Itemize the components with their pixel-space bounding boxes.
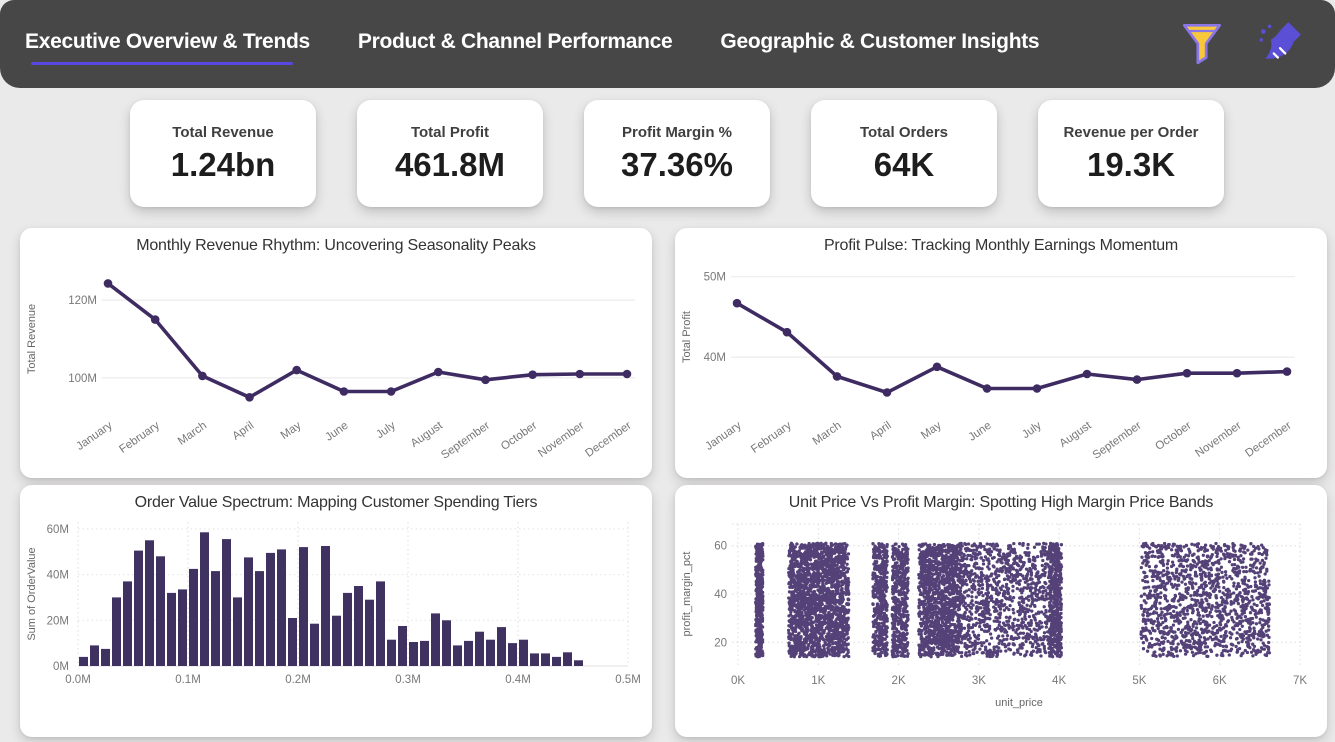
kpi-card-total-orders: Total Orders 64K — [811, 100, 997, 207]
svg-text:50M: 50M — [704, 272, 726, 284]
svg-text:February: February — [117, 419, 162, 455]
nav-tabs: Executive Overview & Trends Product & Ch… — [0, 24, 1040, 65]
kpi-label: Revenue per Order — [1063, 123, 1199, 141]
svg-text:1K: 1K — [811, 675, 825, 687]
kpi-value: 37.36% — [621, 145, 733, 183]
svg-text:November: November — [536, 420, 586, 460]
kpi-label: Profit Margin % — [621, 123, 732, 141]
svg-text:May: May — [919, 419, 944, 441]
kpi-label: Total Orders — [859, 123, 949, 141]
svg-text:September: September — [1091, 420, 1144, 462]
profit-line-chart[interactable]: 40M 50M Total Profit January February March Ap… — [675, 257, 1327, 469]
svg-text:5K: 5K — [1132, 675, 1146, 687]
tab-label: Geographic & Customer Insights — [720, 29, 1040, 53]
chart-card-unit-price-margin: Unit Price Vs Profit Margin: Spotting Hi… — [675, 485, 1327, 737]
tab-label: Executive Overview & Trends — [25, 29, 310, 53]
svg-text:Sum of OrderValue: Sum of OrderValue — [26, 547, 38, 640]
kpi-value: 461.8M — [394, 145, 506, 183]
svg-text:December: December — [1243, 420, 1293, 460]
svg-text:20: 20 — [714, 637, 727, 649]
chart-card-profit-pulse: Profit Pulse: Tracking Monthly Earnings … — [675, 228, 1327, 478]
svg-text:40M: 40M — [47, 570, 69, 582]
svg-text:February: February — [749, 419, 794, 455]
svg-text:unit_price: unit_price — [995, 697, 1043, 709]
header-icons — [1177, 18, 1305, 68]
chart-card-order-value-spectrum: Order Value Spectrum: Mapping Customer S… — [20, 485, 652, 737]
svg-text:20M: 20M — [47, 615, 69, 627]
chart-card-monthly-revenue: Monthly Revenue Rhythm: Uncovering Seaso… — [20, 228, 652, 478]
svg-text:December: December — [583, 420, 633, 460]
kpi-row: Total Revenue 1.24bn Total Profit 461.8M… — [130, 100, 1224, 207]
svg-text:January: January — [74, 419, 115, 452]
svg-text:0.3M: 0.3M — [395, 674, 421, 686]
filter-funnel-icon[interactable] — [1177, 18, 1227, 68]
top-nav-bar: Executive Overview & Trends Product & Ch… — [0, 0, 1335, 88]
kpi-value: 1.24bn — [170, 145, 276, 183]
svg-text:November: November — [1193, 420, 1243, 460]
svg-text:August: August — [1058, 419, 1095, 450]
svg-text:September: September — [439, 420, 492, 462]
svg-text:0M: 0M — [53, 661, 69, 673]
svg-text:October: October — [499, 420, 540, 453]
svg-text:0.5M: 0.5M — [615, 674, 641, 686]
svg-text:July: July — [1020, 419, 1044, 441]
svg-text:October: October — [1153, 420, 1194, 453]
order-value-histogram[interactable]: 0.0M 0.1M 0.2M 0.3M 0.4M 0.5M 0M 20M 40M 60M Sum o… — [20, 514, 652, 728]
svg-text:0.1M: 0.1M — [175, 674, 201, 686]
svg-text:May: May — [279, 419, 304, 441]
svg-text:0K: 0K — [731, 675, 745, 687]
svg-text:Total Profit: Total Profit — [681, 311, 693, 363]
svg-text:60: 60 — [714, 541, 727, 553]
chart-title: Monthly Revenue Rhythm: Uncovering Seaso… — [136, 237, 536, 254]
svg-text:120M: 120M — [68, 295, 97, 307]
kpi-value: 64K — [873, 145, 935, 183]
svg-text:0.2M: 0.2M — [285, 674, 311, 686]
chart-title: Unit Price Vs Profit Margin: Spotting Hi… — [788, 494, 1214, 511]
kpi-card-revenue-per-order: Revenue per Order 19.3K — [1038, 100, 1224, 207]
svg-text:March: March — [811, 420, 844, 448]
clear-filters-broom-icon[interactable] — [1255, 18, 1305, 68]
kpi-card-total-revenue: Total Revenue 1.24bn — [130, 100, 316, 207]
svg-text:40M: 40M — [704, 352, 726, 364]
svg-text:July: July — [374, 419, 398, 441]
tab-geographic-customer[interactable]: Geographic & Customer Insights — [720, 24, 1039, 65]
svg-text:August: August — [409, 419, 446, 450]
kpi-label: Total Revenue — [172, 123, 274, 141]
svg-text:6K: 6K — [1213, 675, 1227, 687]
svg-text:January: January — [703, 419, 744, 452]
tab-executive-overview[interactable]: Executive Overview & Trends — [25, 24, 310, 65]
price-margin-scatter[interactable]: 0K 1K 2K 3K 4K 5K 6K 7K 20 40 60 profit_margin_pctu… — [675, 514, 1327, 728]
svg-text:March: March — [176, 420, 209, 448]
chart-title: Order Value Spectrum: Mapping Customer S… — [134, 494, 538, 511]
svg-text:April: April — [868, 420, 894, 443]
revenue-line-chart[interactable]: 100M 120M Total Revenue January February Marc… — [20, 257, 652, 469]
svg-text:0.0M: 0.0M — [65, 674, 91, 686]
kpi-value: 19.3K — [1086, 145, 1176, 183]
svg-text:Total Revenue: Total Revenue — [26, 304, 38, 374]
svg-text:0.4M: 0.4M — [505, 674, 531, 686]
kpi-card-total-profit: Total Profit 461.8M — [357, 100, 543, 207]
svg-text:June: June — [323, 420, 350, 444]
svg-text:profit_margin_pct: profit_margin_pct — [681, 552, 693, 637]
svg-text:June: June — [966, 420, 993, 444]
svg-text:4K: 4K — [1052, 675, 1066, 687]
tab-product-channel[interactable]: Product & Channel Performance — [358, 24, 673, 65]
kpi-label: Total Profit — [410, 123, 490, 141]
chart-title: Profit Pulse: Tracking Monthly Earnings … — [823, 237, 1179, 254]
tab-label: Product & Channel Performance — [357, 29, 673, 53]
svg-text:3K: 3K — [972, 675, 986, 687]
svg-text:7K: 7K — [1293, 675, 1307, 687]
svg-text:60M: 60M — [47, 524, 69, 536]
svg-text:2K: 2K — [892, 675, 906, 687]
kpi-card-profit-margin: Profit Margin % 37.36% — [584, 100, 770, 207]
svg-text:40: 40 — [714, 589, 727, 601]
svg-text:April: April — [231, 420, 257, 443]
active-tab-underline — [30, 61, 293, 65]
svg-text:100M: 100M — [68, 373, 97, 385]
